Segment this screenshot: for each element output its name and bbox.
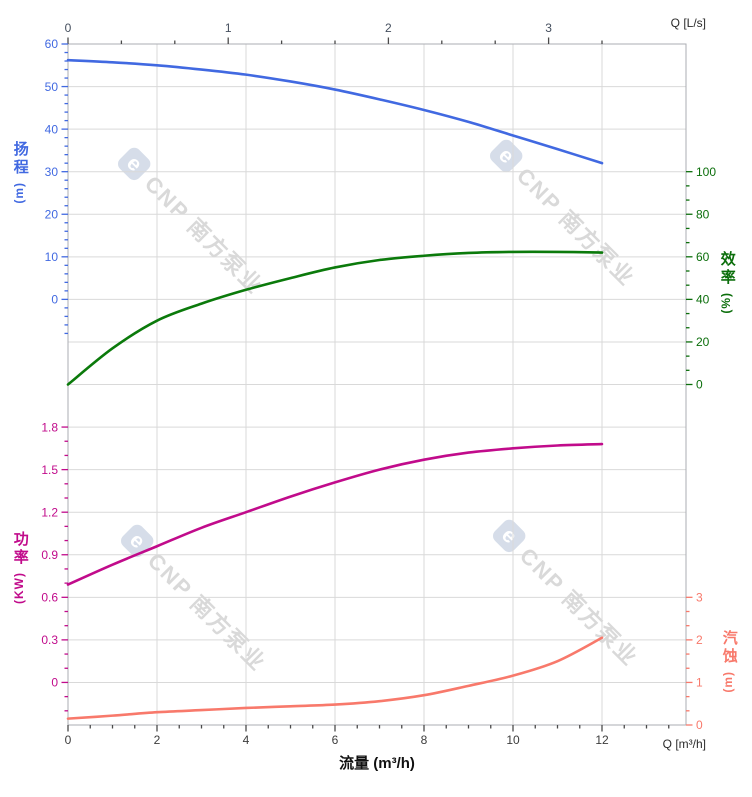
head-curve [66,58,604,165]
top-axis-unit-label: Q [L/s] [670,16,706,30]
npsh-curve [66,636,604,720]
power-axis-tick-label: 1.8 [41,420,58,434]
npsh-axis-unit: (m) [721,671,736,693]
power-axis-title-text: 功率 [11,531,29,567]
npsh-axis-tick-label: 2 [696,633,703,647]
efficiency-axis-tick-label: 80 [696,207,710,221]
npsh-axis-tick-label: 0 [696,718,703,732]
power-axis-tick-label: 1.5 [41,463,58,477]
top-axis-tick-label: 1 [225,21,232,35]
head-axis-tick-label: 40 [45,122,59,136]
bottom-axis-unit-label: Q [m³/h] [662,737,706,751]
efficiency-axis-unit: (%) [719,292,734,314]
efficiency-axis-title-text: 效率 [718,251,736,287]
top-axis-tick-label: 3 [545,21,552,35]
power-axis-tick-label: 1.2 [41,505,58,519]
head-axis-tick-label: 50 [45,80,59,94]
npsh-axis-title-text: 汽蚀 [720,630,738,666]
x-axis-title: 流量 (m³/h) [339,755,415,772]
bottom-axis-tick-label: 12 [595,733,609,747]
head-axis-unit: (m) [12,182,27,204]
power-axis-tick-label: 0.3 [41,633,58,647]
power-axis-title: 功率 (KW) [10,531,29,604]
npsh-axis-title: 汽蚀 (m) [719,630,738,693]
power-axis-tick-label: 0 [51,676,58,690]
head-axis-tick-label: 0 [51,293,58,307]
head-axis-title-text: 扬程 [11,141,29,177]
top-axis-tick-label: 2 [385,21,392,35]
bottom-axis-tick-label: 6 [332,733,339,747]
bottom-axis-tick-label: 4 [243,733,250,747]
power-curve [66,442,604,586]
npsh-axis-tick-label: 1 [696,676,703,690]
bottom-axis-tick-label: 2 [154,733,161,747]
npsh-axis-tick-label: 3 [696,591,703,605]
bottom-axis-tick-label: 0 [65,733,72,747]
head-axis-tick-label: 10 [45,250,59,264]
efficiency-axis-tick-label: 0 [696,378,703,392]
top-axis-tick-label: 0 [65,21,72,35]
efficiency-axis-tick-label: 20 [696,335,710,349]
head-axis-tick-label: 30 [45,165,59,179]
efficiency-curve [66,250,604,386]
bottom-axis-tick-label: 8 [421,733,428,747]
head-axis-tick-label: 20 [45,207,59,221]
power-axis-unit: (KW) [12,572,27,604]
bottom-axis-tick-label: 10 [506,733,520,747]
power-axis-tick-label: 0.9 [41,548,58,562]
efficiency-axis-tick-label: 60 [696,250,710,264]
efficiency-axis-tick-label: 100 [696,165,716,179]
head-axis-tick-label: 60 [45,37,59,51]
head-axis-title: 扬程 (m) [10,141,29,204]
efficiency-axis-title: 效率 (%) [717,251,736,314]
power-axis-tick-label: 0.6 [41,591,58,605]
efficiency-axis-tick-label: 40 [696,293,710,307]
